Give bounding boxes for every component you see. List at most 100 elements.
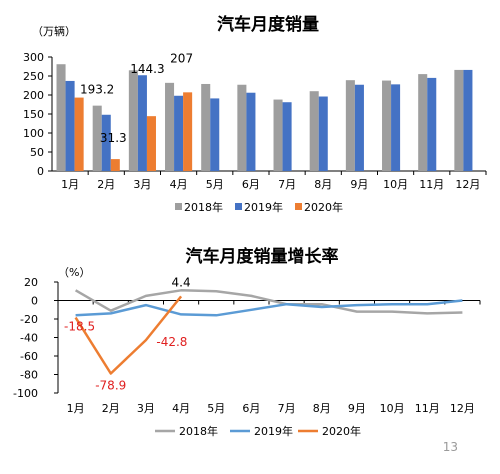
data-label: 144.3 xyxy=(130,62,164,76)
legend-swatch xyxy=(175,203,182,210)
legend: 2018年 2019年 2020年 xyxy=(155,424,361,438)
x-tick-label: 6月 xyxy=(242,402,260,415)
legend-label: 2020年 xyxy=(304,200,343,214)
bar-2020年-3月 xyxy=(146,116,156,171)
page-number: 13 xyxy=(442,440,458,454)
legend-label: 2018年 xyxy=(184,200,223,214)
y-tick-label: 0 xyxy=(37,165,44,178)
bar-2019年-3月 xyxy=(137,75,147,171)
y-tick-label: 200 xyxy=(23,89,44,102)
x-tick-label: 12月 xyxy=(455,178,480,191)
data-label: 193.2 xyxy=(80,83,114,97)
bar-2019年-7月 xyxy=(282,102,292,171)
growth-line-chart: 汽车月度销量增长率 （%） 20 0 -20 -40 -60 -80 -100 1月 2月 3月 4… xyxy=(13,246,481,438)
bar-2018年-11月 xyxy=(418,74,428,171)
x-tick-label: 2月 xyxy=(102,402,120,415)
y-tick-label: 250 xyxy=(23,70,44,83)
x-tick-label: 4月 xyxy=(170,178,188,191)
data-label: -42.8 xyxy=(156,335,187,349)
data-label: 4.4 xyxy=(172,275,191,289)
y-axis-unit-label: （万辆） xyxy=(32,24,76,38)
data-label: -18.5 xyxy=(64,320,95,334)
bar-2018年-2月 xyxy=(92,105,102,171)
x-tick-label: 8月 xyxy=(313,402,331,415)
bar-2019年-1月 xyxy=(65,80,75,171)
x-tick-label: 10月 xyxy=(383,178,408,191)
legend-label: 2019年 xyxy=(244,200,283,214)
bar-2018年-1月 xyxy=(56,64,66,171)
bars xyxy=(56,64,473,171)
bar-2018年-10月 xyxy=(382,80,392,171)
bar-2018年-3月 xyxy=(128,70,138,171)
bar-2020年-4月 xyxy=(183,92,193,171)
y-tick-label: -60 xyxy=(20,350,38,363)
x-tick-label: 2月 xyxy=(97,178,115,191)
x-tick-label: 11月 xyxy=(419,178,444,191)
series-lines xyxy=(74,289,463,375)
bar-2018年-9月 xyxy=(345,80,355,171)
legend-label: 2019年 xyxy=(254,424,293,438)
chart-title: 汽车月度销量 xyxy=(217,14,319,35)
data-label: 31.3 xyxy=(100,131,127,145)
data-label: -78.9 xyxy=(95,378,126,392)
series-line-2019年 xyxy=(75,299,463,317)
bar-2019年-2月 xyxy=(101,114,111,171)
x-tick-label: 1月 xyxy=(67,402,85,415)
axes: 0 50 100 150 200 250 300 1月 2月 3月 4月 5月 6月 7月 8月 9月 10月 1… xyxy=(23,51,487,191)
bar-2019年-4月 xyxy=(174,95,184,171)
x-tick-label: 5月 xyxy=(206,178,224,191)
axes: 20 0 -20 -40 -60 -80 -100 1月 2月 3月 4月 5月 6月 7月 8月 9月 10月… xyxy=(13,276,481,415)
data-label: 207 xyxy=(170,51,193,65)
legend-swatch xyxy=(295,203,302,210)
x-tick-label: 3月 xyxy=(133,178,151,191)
legend: 2018年 2019年 2020年 xyxy=(175,200,343,214)
x-tick-label: 5月 xyxy=(207,402,225,415)
bar-2019年-8月 xyxy=(318,96,328,171)
y-axis-unit-label: （%） xyxy=(58,266,90,279)
x-tick-label: 1月 xyxy=(61,178,79,191)
y-tick-label: -80 xyxy=(20,369,38,382)
data-labels: -18.5 -78.9 -42.8 4.4 xyxy=(64,275,191,392)
bar-2018年-7月 xyxy=(273,99,283,171)
bar-2019年-11月 xyxy=(427,77,437,171)
y-tick-label: 300 xyxy=(23,51,44,64)
bar-2018年-8月 xyxy=(309,91,319,171)
x-tick-label: 10月 xyxy=(380,402,405,415)
y-tick-label: 100 xyxy=(23,127,44,140)
legend-swatch xyxy=(235,203,242,210)
bar-2019年-9月 xyxy=(354,84,364,171)
bar-2018年-12月 xyxy=(454,69,464,171)
bar-2018年-6月 xyxy=(237,84,247,171)
y-tick-label: 50 xyxy=(30,146,44,159)
bar-2019年-10月 xyxy=(391,84,401,171)
x-tick-label: 7月 xyxy=(278,178,296,191)
data-labels: 193.2 31.3 144.3 207 xyxy=(80,51,193,145)
sales-bar-chart: 汽车月度销量 （万辆） 0 50 100 150 200 250 300 1月 2月 3月 4月 5月… xyxy=(23,14,487,214)
x-tick-label: 11月 xyxy=(415,402,440,415)
legend-label: 2020年 xyxy=(322,424,361,438)
x-tick-label: 4月 xyxy=(172,402,190,415)
bar-2019年-6月 xyxy=(246,92,256,171)
chart-title: 汽车月度销量增长率 xyxy=(186,246,339,267)
x-tick-label: 6月 xyxy=(242,178,260,191)
y-tick-label: 150 xyxy=(23,108,44,121)
series-line-2020年 xyxy=(74,295,183,375)
bar-2018年-5月 xyxy=(201,83,211,171)
x-tick-label: 8月 xyxy=(314,178,332,191)
series-line-2018年 xyxy=(74,289,463,315)
bar-2020年-1月 xyxy=(74,97,84,171)
x-tick-label: 9月 xyxy=(350,178,368,191)
y-tick-label: -20 xyxy=(20,313,38,326)
bar-2020年-2月 xyxy=(110,159,120,171)
y-tick-label: -40 xyxy=(20,332,38,345)
legend-label: 2018年 xyxy=(179,424,218,438)
bar-2019年-12月 xyxy=(463,69,473,171)
x-tick-label: 3月 xyxy=(137,402,155,415)
x-tick-label: 9月 xyxy=(348,402,366,415)
x-tick-label: 7月 xyxy=(278,402,296,415)
y-tick-label: 0 xyxy=(31,295,38,308)
y-tick-label: -100 xyxy=(13,387,38,400)
x-tick-label: 12月 xyxy=(450,402,475,415)
y-tick-label: 20 xyxy=(24,276,38,289)
